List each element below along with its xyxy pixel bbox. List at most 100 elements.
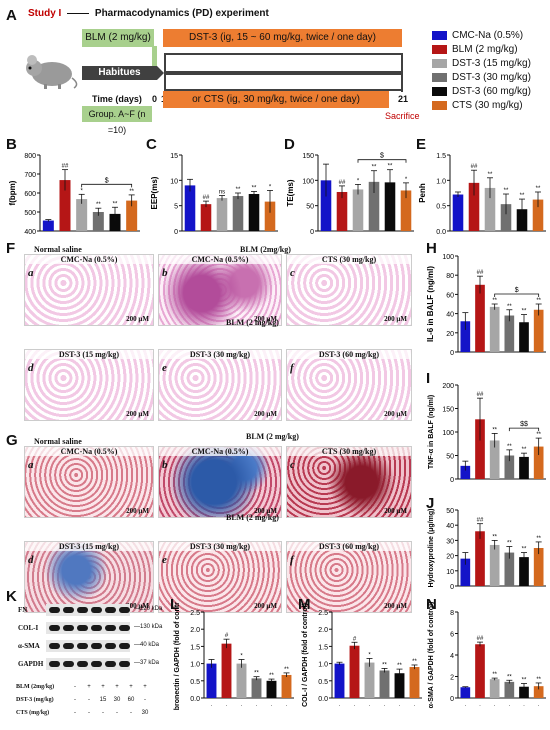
significance-mark: ** [372,165,377,171]
histology-image-c: CTS (30 mg/kg) c 200 μM [286,446,412,518]
bar [475,284,485,352]
y-tick-label: 1.5 [318,644,328,651]
panel-label-b: B [6,136,17,153]
y-tick-label: 10 [170,178,178,185]
y-tick-label: 600 [24,191,36,198]
significance-mark: ## [477,392,484,398]
y-tick-label: 0 [450,696,454,703]
blot-strip [46,658,130,670]
bar [266,680,277,698]
significance-mark: ** [536,677,541,683]
significance-mark: ## [477,636,484,642]
bar [364,662,375,698]
legend-swatch [432,30,447,40]
histology-image-e: DST-3 (30 mg/kg) e 200 μM [158,349,282,421]
panel-label-k: K [6,588,17,605]
time-axis-label: Time (days) [92,94,142,104]
y-tick-label: 4 [450,653,454,660]
scale-bar-label: 200 μM [126,602,149,610]
blot-band [77,607,88,613]
group-box: Group. A~F (n =10) [82,106,152,135]
y-tick-label: 0.0 [318,696,328,703]
bar [384,182,396,231]
significance-mark: ** [507,674,512,680]
band-size: —37 kDa [134,660,160,666]
y-tick-label: 100 [442,254,454,261]
significance-mark: ** [254,671,259,677]
treatment-cell: 30 [113,697,121,703]
y-axis-label: IL-6 in BALF (ng/ml) [426,266,435,342]
significance-mark: ** [522,677,527,683]
legend-label: BLM (2 mg/kg) [452,44,518,55]
blot-band [119,643,130,649]
scale-bar-label: 200 μM [126,507,149,515]
treatment-cell: + [129,684,133,690]
bar [409,667,420,698]
bar [109,213,121,231]
significance-mark: ## [339,180,346,186]
blot-band [119,607,130,613]
legend-label: CMC-Na (0.5%) [452,30,524,41]
f-header-right: BLM (2mg/kg) [240,245,291,254]
histology-title: DST-3 (15 mg/kg) [25,350,153,359]
scale-bar-label: 200 μM [254,507,277,515]
significance-mark: * [269,184,272,190]
x-tick-mark: · [369,703,371,709]
significance-mark: ## [477,270,484,276]
histology-letter: e [162,362,167,374]
y-axis-label: TE(ms) [286,179,295,206]
y-tick-label: 50 [446,508,454,515]
x-tick-mark: · [538,703,540,709]
bar [460,558,471,586]
bar [475,419,485,479]
mouse-icon [26,55,78,89]
blot-band [63,607,74,613]
y-tick-label: 15 [170,153,178,160]
histology-title: DST-3 (60 mg/kg) [287,542,411,551]
x-tick-mark: · [241,703,243,709]
legend-swatch [432,44,447,54]
habitues-label: Habitues [98,67,141,78]
panel-label-e: E [416,136,427,153]
histology-letter: c [290,459,295,471]
bar [533,548,544,586]
x-tick-mark: · [523,703,525,709]
legend-swatch [432,58,447,68]
y-tick-label: 0.0 [190,696,200,703]
significance-mark: # [353,636,357,642]
bar [533,309,544,352]
blot-band [105,607,116,613]
treatment-cell: - [130,710,132,716]
panel-label-n: N [426,596,437,613]
histology-letter: d [28,554,34,566]
y-tick-label: 0 [450,477,454,484]
bar [500,204,512,231]
bar [216,198,228,231]
bar [516,209,528,231]
bar [475,531,485,586]
y-tick-label: 0.5 [436,204,446,211]
y-axis-label: Penh [418,183,427,203]
legend-item: CTS (30 mg/kg) [432,100,523,111]
chart-m: COL-I / GAPDH (fold of control) 0.0 0.5 1.0… [302,603,422,709]
significance-mark: ** [129,189,134,195]
x-tick-mark: · [399,703,401,709]
histology-image-f: DST-3 (60 mg/kg) f 200 μM [286,349,412,421]
blot-band [63,643,74,649]
y-tick-label: 20 [446,554,454,561]
comparison-bracket [508,427,540,432]
scale-bar-label: 200 μM [384,315,407,323]
y-tick-label: 150 [442,407,454,414]
blot-band [119,625,130,631]
y-tick-label: 2.0 [318,627,328,634]
significance-mark: ** [522,447,527,453]
blot-band [91,643,102,649]
bar [533,686,544,698]
significance-mark: ## [477,518,484,524]
significance-mark: ** [504,188,509,194]
y-axis-label: TNF-α in BALF (ng/ml) [428,395,435,469]
y-tick-label: 1.0 [436,178,446,185]
y-tick-label: 0.0 [436,229,446,236]
